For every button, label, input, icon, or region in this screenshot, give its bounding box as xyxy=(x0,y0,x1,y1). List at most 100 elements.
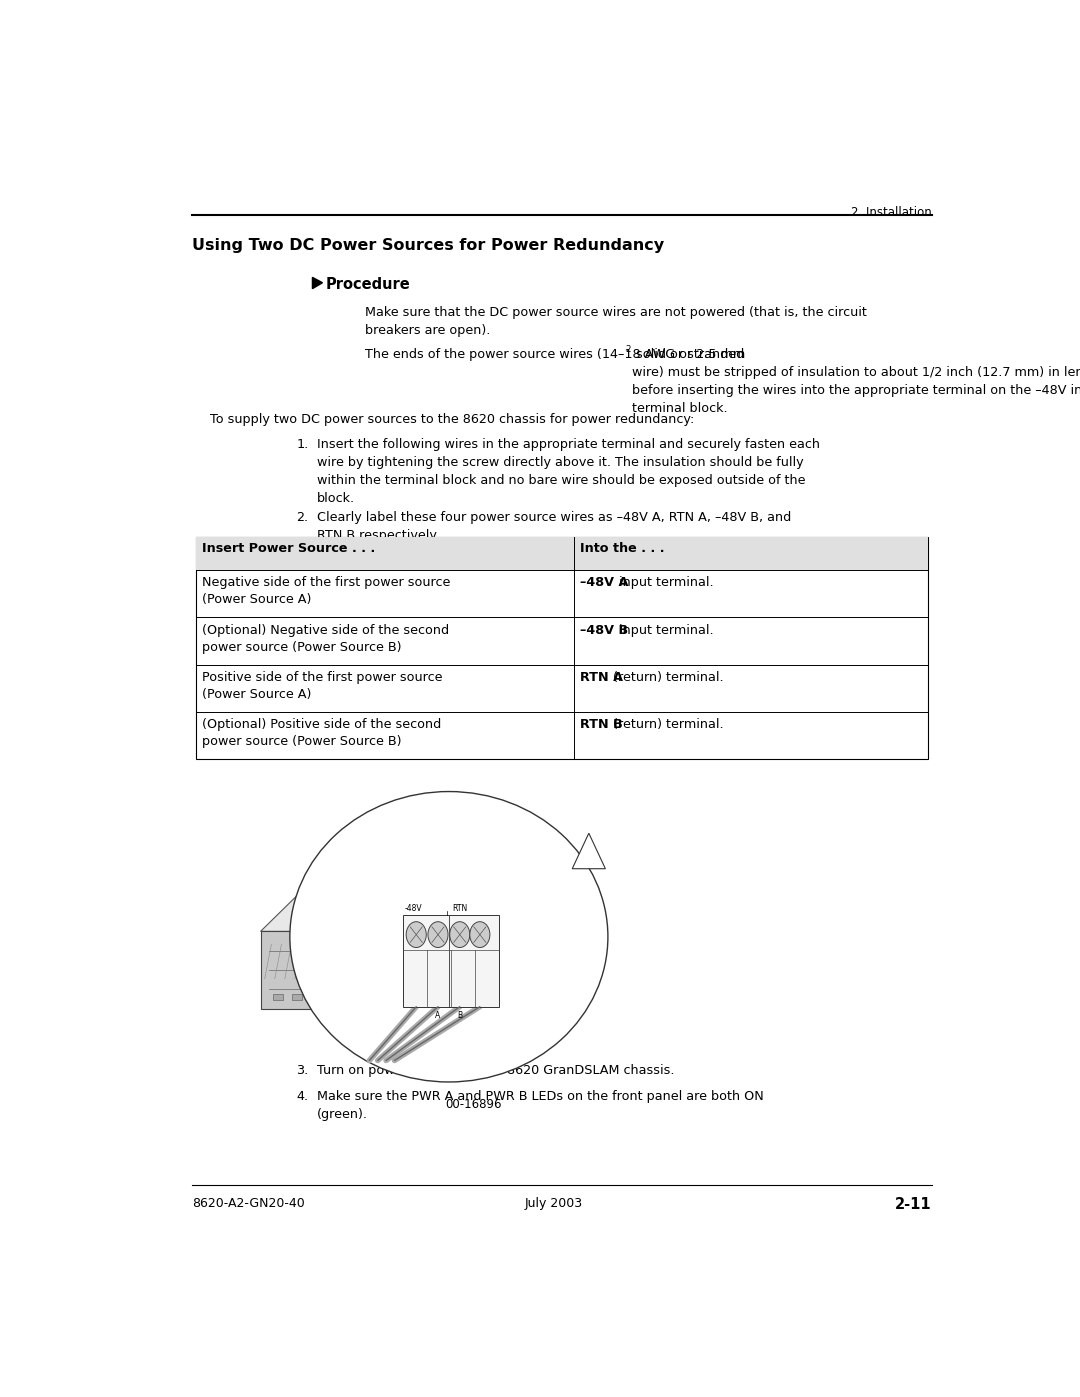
FancyBboxPatch shape xyxy=(197,536,928,760)
Line: 2 pts: 2 pts xyxy=(454,926,465,943)
Text: B: B xyxy=(457,1011,462,1020)
Line: 2 pts: 2 pts xyxy=(378,1007,438,1060)
Line: 2 pts: 2 pts xyxy=(369,1007,416,1060)
Text: 2: 2 xyxy=(625,345,631,353)
Text: (return) terminal.: (return) terminal. xyxy=(609,671,724,685)
Point xyxy=(262,961,275,978)
Point xyxy=(388,1052,401,1069)
FancyBboxPatch shape xyxy=(470,956,483,982)
Point xyxy=(428,923,441,940)
Text: 1.: 1. xyxy=(297,437,309,451)
Point xyxy=(426,935,438,951)
Point xyxy=(568,528,581,545)
Point xyxy=(420,942,433,958)
Point xyxy=(507,950,519,967)
Point xyxy=(480,935,492,951)
Line: 2 pts: 2 pts xyxy=(474,926,486,943)
Text: 4.: 4. xyxy=(297,1090,309,1102)
Text: A: A xyxy=(435,1011,441,1020)
Point xyxy=(492,942,505,958)
Point xyxy=(416,935,429,951)
Point xyxy=(441,902,454,919)
Text: 00-16896: 00-16896 xyxy=(446,1098,502,1111)
Text: input terminal.: input terminal. xyxy=(615,623,714,637)
Text: (Optional) Negative side of the second
power source (Power Source B): (Optional) Negative side of the second p… xyxy=(202,623,449,654)
Line: 2 pts: 2 pts xyxy=(387,1007,460,1060)
Text: July 2003: July 2003 xyxy=(525,1197,582,1210)
Text: 2.: 2. xyxy=(297,511,309,524)
Text: The ends of the power source wires (14–18 AWG or 2.5 mm: The ends of the power source wires (14–1… xyxy=(365,348,745,362)
Point xyxy=(426,918,438,935)
Text: –48V B: –48V B xyxy=(580,623,629,637)
Point xyxy=(454,999,467,1016)
Point xyxy=(295,936,308,953)
Point xyxy=(416,918,429,935)
Line: 2 pts: 2 pts xyxy=(265,944,271,979)
Text: Make sure the PWR A and PWR B LEDs on the front panel are both ON
(green).: Make sure the PWR A and PWR B LEDs on th… xyxy=(316,1090,764,1120)
Text: Using Two DC Power Sources for Power Redundancy: Using Two DC Power Sources for Power Red… xyxy=(192,237,664,253)
Point xyxy=(348,923,361,940)
Point xyxy=(514,981,527,997)
Polygon shape xyxy=(572,833,606,869)
Point xyxy=(265,936,278,953)
Point xyxy=(468,918,481,935)
Point xyxy=(443,907,456,923)
FancyBboxPatch shape xyxy=(310,993,320,1000)
Point xyxy=(432,999,445,1016)
Text: 8620-A2-GN20-40: 8620-A2-GN20-40 xyxy=(192,1197,305,1210)
Point xyxy=(298,971,311,988)
Circle shape xyxy=(470,922,490,947)
Line: 2 pts: 2 pts xyxy=(432,926,444,943)
Text: Insert the following wires in the appropriate terminal and securely fasten each
: Insert the following wires in the approp… xyxy=(316,437,820,504)
FancyBboxPatch shape xyxy=(260,932,528,1009)
Point xyxy=(437,918,450,935)
Point xyxy=(514,943,527,960)
Point xyxy=(445,942,458,958)
Line: 2 pts: 2 pts xyxy=(369,1007,416,1060)
Circle shape xyxy=(449,922,470,947)
Line: 2 pts: 2 pts xyxy=(285,944,292,979)
Point xyxy=(409,999,422,1016)
Polygon shape xyxy=(312,278,323,289)
Point xyxy=(568,752,581,768)
Text: 2-11: 2-11 xyxy=(895,1197,932,1213)
FancyBboxPatch shape xyxy=(488,956,501,982)
Polygon shape xyxy=(260,886,575,932)
Text: Negative side of the first power source
(Power Source A): Negative side of the first power source … xyxy=(202,577,450,606)
Point xyxy=(437,935,450,951)
Text: Insert Power Source . . .: Insert Power Source . . . xyxy=(202,542,375,555)
Point xyxy=(469,942,482,958)
Text: -48V: -48V xyxy=(405,904,422,914)
Circle shape xyxy=(428,922,448,947)
Text: RTN B: RTN B xyxy=(580,718,623,732)
Text: 3.: 3. xyxy=(297,1063,309,1077)
Line: 2 pts: 2 pts xyxy=(338,932,354,981)
Point xyxy=(262,943,275,960)
Point xyxy=(404,935,417,951)
Point xyxy=(447,935,460,951)
Point xyxy=(285,936,298,953)
Point xyxy=(473,999,486,1016)
Line: 2 pts: 2 pts xyxy=(410,926,422,943)
Point xyxy=(372,1052,384,1069)
Line: 2 pts: 2 pts xyxy=(434,932,513,958)
Point xyxy=(332,972,345,989)
Text: (Optional) Positive side of the second
power source (Power Source B): (Optional) Positive side of the second p… xyxy=(202,718,442,749)
Point xyxy=(432,999,445,1016)
Point xyxy=(363,1052,376,1069)
Point xyxy=(288,971,301,988)
Text: RTN A: RTN A xyxy=(580,671,623,685)
Point xyxy=(306,936,319,953)
Text: Into the . . .: Into the . . . xyxy=(580,542,664,555)
FancyBboxPatch shape xyxy=(197,536,928,570)
Point xyxy=(268,971,281,988)
Point xyxy=(468,935,481,951)
Text: Procedure: Procedure xyxy=(326,277,410,292)
Line: 2 pts: 2 pts xyxy=(274,944,282,979)
Point xyxy=(396,942,409,958)
Point xyxy=(262,981,275,997)
Polygon shape xyxy=(528,886,575,1009)
Text: Clearly label these four power source wires as –48V A, RTN A, –48V B, and
RTN B : Clearly label these four power source wi… xyxy=(316,511,791,542)
Point xyxy=(459,918,472,935)
Point xyxy=(447,918,460,935)
